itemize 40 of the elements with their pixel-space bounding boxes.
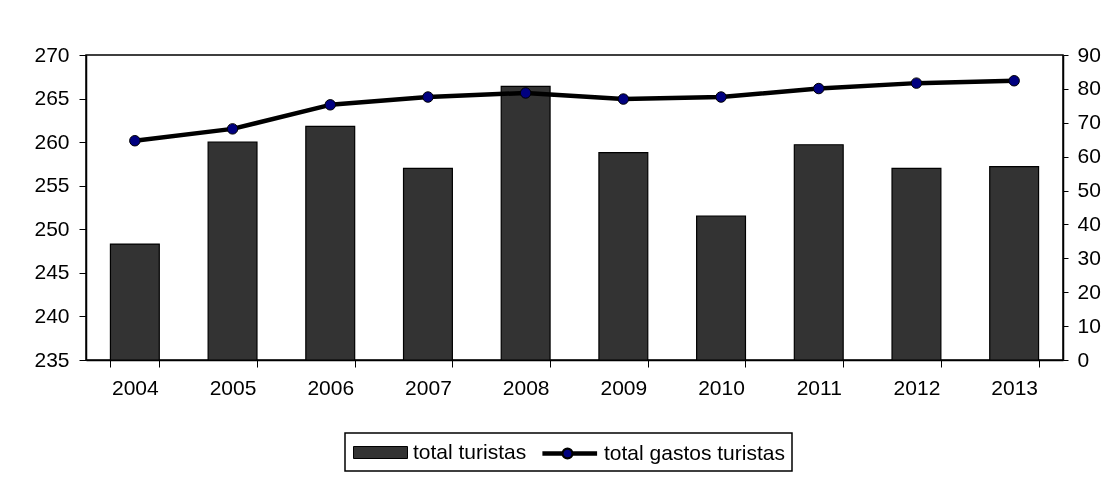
y2-tick-label: 60: [1077, 144, 1101, 168]
x-tick-label: 2005: [209, 375, 257, 399]
x-tick-label: 2004: [111, 375, 160, 399]
point: [226, 123, 239, 135]
point: [813, 82, 825, 95]
legend-label: total turistas: [413, 439, 527, 463]
x-tick-label: 2011: [796, 375, 842, 399]
point: [715, 91, 727, 103]
point: [910, 77, 923, 89]
y2-tick-label: 0: [1077, 347, 1090, 371]
point: [422, 91, 434, 103]
legend-label: total gastos turistas: [604, 440, 785, 464]
y2-tick-label: 40: [1077, 211, 1101, 235]
y2-tick-label: 50: [1077, 178, 1101, 202]
x-tick-label: 2010: [698, 375, 745, 399]
y-tick-label: 250: [34, 216, 70, 240]
y2-tick-label: 80: [1077, 76, 1101, 100]
y-tick-label: 270: [34, 42, 70, 66]
x-tick-label: 2007: [405, 375, 452, 399]
y-tick-label: 235: [34, 347, 70, 371]
y-tick-label: 260: [34, 129, 70, 153]
y-tick-label: 245: [34, 260, 70, 284]
x-tick-label: 2006: [307, 375, 355, 399]
x-tick-label: 2008: [502, 375, 550, 399]
y-tick-label: 265: [34, 86, 70, 110]
y2-tick-label: 20: [1077, 279, 1101, 303]
x-tick-label: 2013: [991, 375, 1039, 399]
y2-tick-label: 10: [1077, 313, 1101, 337]
x-tick-label: 2012: [893, 375, 941, 399]
y-tick-label: 255: [34, 173, 70, 197]
point: [129, 135, 141, 147]
point: [519, 87, 532, 99]
x-tick-label: 2009: [600, 375, 648, 399]
point: [617, 93, 630, 105]
y-tick-label: 240: [34, 303, 70, 327]
y2-tick-label: 70: [1077, 110, 1101, 134]
y2-tick-label: 30: [1077, 245, 1101, 269]
point: [1008, 75, 1020, 87]
point: [324, 99, 336, 111]
y2-tick-label: 90: [1077, 42, 1101, 66]
